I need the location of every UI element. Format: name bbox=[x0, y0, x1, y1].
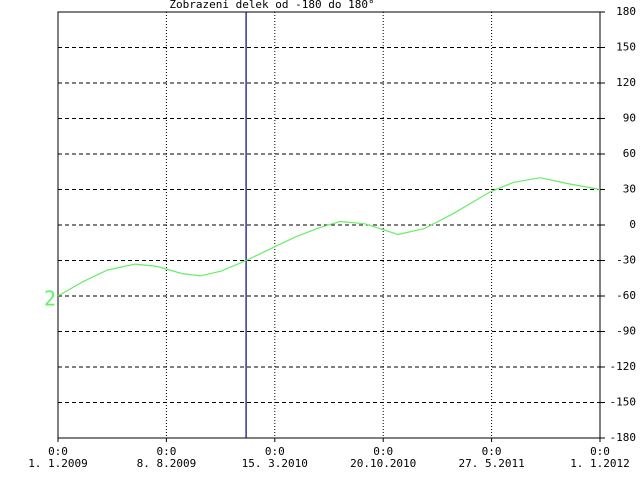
y-tick-label: 0 bbox=[629, 218, 636, 231]
x-tick-label: 1. 1.2012 bbox=[570, 457, 630, 470]
y-tick-label: -90 bbox=[616, 325, 636, 338]
chart-title: Zobrazeni delek od -180 do 180° bbox=[169, 0, 374, 11]
y-tick-label: -30 bbox=[616, 254, 636, 267]
x-tick-time: 0:0 bbox=[265, 445, 285, 458]
y-tick-label: -60 bbox=[616, 289, 636, 302]
x-tick-time: 0:0 bbox=[590, 445, 610, 458]
y-tick-label: 180 bbox=[616, 5, 636, 18]
x-tick-label: 8. 8.2009 bbox=[137, 457, 197, 470]
x-tick-label: 1. 1.2009 bbox=[28, 457, 88, 470]
series-label: 2 bbox=[44, 287, 56, 311]
plot-frame bbox=[57, 11, 601, 439]
x-tick-time: 0:0 bbox=[48, 445, 68, 458]
x-tick-label: 20.10.2010 bbox=[350, 457, 416, 470]
x-tick-label: 15. 3.2010 bbox=[242, 457, 308, 470]
x-tick-time: 0:0 bbox=[482, 445, 502, 458]
x-tick-time: 0:0 bbox=[156, 445, 176, 458]
x-tick-time: 0:0 bbox=[373, 445, 393, 458]
x-tick-label: 27. 5.2011 bbox=[458, 457, 524, 470]
y-tick-label: -180 bbox=[610, 431, 637, 444]
y-tick-label: 150 bbox=[616, 41, 636, 54]
series-line bbox=[57, 177, 601, 297]
y-tick-label: -120 bbox=[610, 360, 637, 373]
y-tick-label: 30 bbox=[623, 183, 636, 196]
y-tick-label: 120 bbox=[616, 76, 636, 89]
y-tick-label: 90 bbox=[623, 112, 636, 125]
y-tick-label: -150 bbox=[610, 396, 637, 409]
y-tick-label: 60 bbox=[623, 147, 636, 160]
